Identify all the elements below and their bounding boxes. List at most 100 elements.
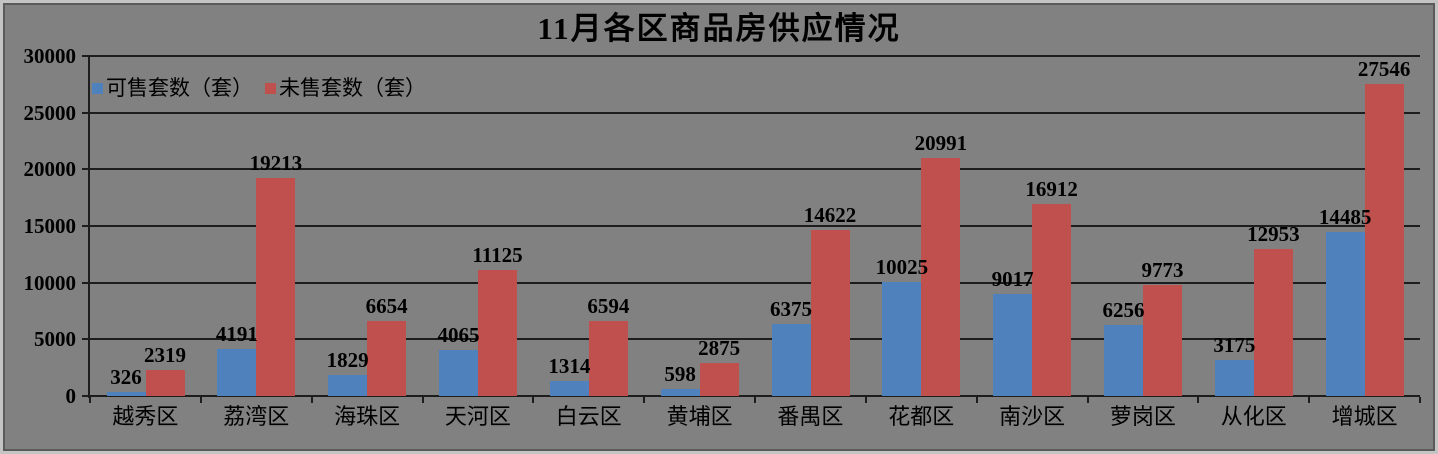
value-label: 9773 xyxy=(1141,258,1184,283)
gridline xyxy=(90,225,1420,227)
gridline xyxy=(90,395,1420,397)
value-label: 11125 xyxy=(472,242,523,267)
legend-label-unsold: 未售套数（套） xyxy=(279,76,426,100)
value-label: 6654 xyxy=(365,293,408,318)
bar-unsold xyxy=(1143,285,1182,396)
bar-unsold xyxy=(1253,249,1293,396)
legend-swatch-unsold xyxy=(265,82,276,94)
value-label: 6375 xyxy=(770,296,812,321)
bar-available xyxy=(217,348,257,396)
value-label: 16912 xyxy=(1025,177,1078,202)
y-axis-line xyxy=(88,55,90,398)
x-axis-tick xyxy=(975,397,978,403)
gridline xyxy=(90,111,1420,114)
bar-unsold xyxy=(588,321,628,396)
y-axis-tick xyxy=(82,168,90,171)
bar-available xyxy=(993,293,1033,396)
x-axis-tick xyxy=(1308,397,1311,403)
x-axis-tick xyxy=(643,397,646,403)
value-label: 1314 xyxy=(548,354,591,379)
bar-available xyxy=(660,389,700,396)
gridline xyxy=(90,338,1420,341)
bar-unsold xyxy=(1032,204,1072,396)
value-label: 1829 xyxy=(326,348,369,373)
value-label: 2319 xyxy=(144,342,186,367)
bar-unsold xyxy=(478,269,517,396)
x-axis-tick xyxy=(864,397,867,403)
legend-swatch-available xyxy=(92,82,103,94)
value-label: 4191 xyxy=(215,321,258,346)
y-axis-tick xyxy=(82,111,90,114)
y-tick-label: 25000 xyxy=(23,100,77,125)
bar-unsold xyxy=(1364,83,1404,396)
value-label: 27546 xyxy=(1357,56,1411,81)
plot-area: 326 2319 越秀区 4191 19213 荔湾区 1829 6654 海珠区 4065 111… xyxy=(82,55,1421,429)
category-label: 天河区 xyxy=(444,404,511,429)
x-axis-tick xyxy=(310,397,313,403)
category-label: 越秀区 xyxy=(112,404,179,429)
value-label: 6256 xyxy=(1102,298,1145,323)
value-label: 326 xyxy=(110,365,142,390)
bar-available xyxy=(106,392,146,396)
bar-unsold xyxy=(699,363,739,396)
bar-available xyxy=(1325,231,1365,396)
x-axis-tick xyxy=(421,397,424,403)
category-label: 番禺区 xyxy=(777,404,844,429)
value-label: 598 xyxy=(664,362,696,387)
category-label: 荔湾区 xyxy=(223,404,290,429)
bar-available xyxy=(328,375,368,396)
value-label: 9017 xyxy=(991,266,1034,291)
value-label: 10025 xyxy=(875,255,929,280)
y-axis-tick xyxy=(82,338,90,341)
category-label: 海珠区 xyxy=(334,404,401,429)
y-tick-label: 20000 xyxy=(23,157,77,182)
value-label: 20991 xyxy=(914,131,968,156)
legend-item-available: 可售套数（套） xyxy=(92,76,253,100)
bar-available xyxy=(771,323,811,396)
bar-unsold xyxy=(145,369,185,396)
category-label: 花都区 xyxy=(888,404,955,429)
gridline xyxy=(90,168,1420,171)
y-axis-tick xyxy=(82,281,90,284)
value-label: 6594 xyxy=(587,294,630,319)
bar-available xyxy=(1214,360,1254,396)
y-tick-label: 30000 xyxy=(23,44,77,68)
y-axis-tick xyxy=(82,55,90,57)
x-axis-tick xyxy=(754,397,756,403)
category-label: 白云区 xyxy=(555,404,622,429)
category-label: 从化区 xyxy=(1220,404,1287,429)
category-label: 增城区 xyxy=(1331,404,1398,429)
legend: 可售套数（套） 未售套数（套） xyxy=(92,76,426,100)
value-label: 14485 xyxy=(1318,204,1372,229)
bar-available xyxy=(549,381,589,396)
y-tick-label: 10000 xyxy=(23,270,77,295)
y-axis-tick xyxy=(82,225,90,227)
value-label: 19213 xyxy=(249,151,303,176)
value-label: 2875 xyxy=(698,336,741,361)
bar-unsold xyxy=(256,178,296,396)
value-label: 14622 xyxy=(803,203,857,228)
x-axis-tick xyxy=(1419,397,1421,403)
x-axis-tick xyxy=(199,397,202,403)
bar-unsold xyxy=(367,320,407,396)
category-label: 南沙区 xyxy=(999,404,1066,429)
value-label: 4065 xyxy=(437,322,480,347)
bar-available xyxy=(439,349,478,396)
value-label: 3175 xyxy=(1213,333,1256,358)
legend-label-available: 可售套数（套） xyxy=(106,76,253,100)
gridline xyxy=(90,55,1420,57)
y-axis-labels: 0 5000 10000 15000 20000 25000 30000 xyxy=(6,44,77,408)
x-axis-tick xyxy=(532,397,535,403)
gridline xyxy=(90,281,1420,284)
x-axis-tick xyxy=(1197,397,1200,403)
legend-item-unsold: 未售套数（套） xyxy=(265,76,426,100)
value-label: 12953 xyxy=(1247,222,1300,247)
bar-available xyxy=(882,282,922,396)
y-tick-label: 0 xyxy=(65,384,77,408)
x-axis-tick xyxy=(1086,397,1089,403)
category-label: 萝岗区 xyxy=(1109,404,1176,429)
category-label: 黄埔区 xyxy=(666,404,733,429)
y-tick-label: 15000 xyxy=(23,214,77,238)
y-axis-tick xyxy=(82,395,90,397)
